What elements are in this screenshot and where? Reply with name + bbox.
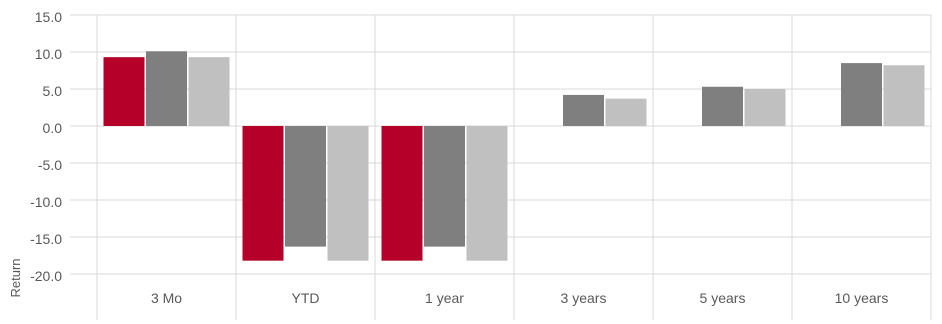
x-category-label: 5 years	[700, 290, 746, 306]
y-tick-label: -10.0	[30, 194, 62, 210]
y-tick-label: 15.0	[35, 9, 62, 25]
x-category-label: 1 year	[425, 290, 464, 306]
bar	[327, 126, 369, 261]
x-category-label: 10 years	[835, 290, 889, 306]
bar	[563, 94, 604, 126]
bars	[103, 51, 925, 261]
y-tick-label: 5.0	[43, 83, 63, 99]
bar	[702, 86, 743, 126]
y-tick-label: -20.0	[30, 268, 62, 284]
bar	[841, 63, 882, 126]
bar	[242, 126, 284, 261]
bar	[146, 51, 187, 127]
y-axis-title: Return	[8, 258, 23, 297]
bar	[188, 57, 230, 126]
bar	[605, 98, 647, 126]
y-tick-label: 0.0	[43, 120, 63, 136]
y-tick-label: -5.0	[38, 157, 62, 173]
bar	[285, 126, 326, 247]
y-tick-label: 10.0	[35, 46, 62, 62]
bar	[744, 89, 786, 126]
x-category-label: YTD	[292, 290, 320, 306]
bar	[883, 65, 925, 126]
x-category-label: 3 Mo	[151, 290, 182, 306]
y-axis-ticks: 15.0 10.0 5.0 0.0 -5.0 -10.0 -15.0 -20.0	[30, 9, 62, 284]
bar	[424, 126, 465, 247]
bar	[103, 57, 145, 126]
y-tick-label: -15.0	[30, 231, 62, 247]
bar	[381, 126, 423, 261]
bar	[466, 126, 508, 261]
x-axis-categories: 3 Mo YTD 1 year 3 years 5 years 10 years	[151, 290, 888, 306]
x-category-label: 3 years	[561, 290, 607, 306]
